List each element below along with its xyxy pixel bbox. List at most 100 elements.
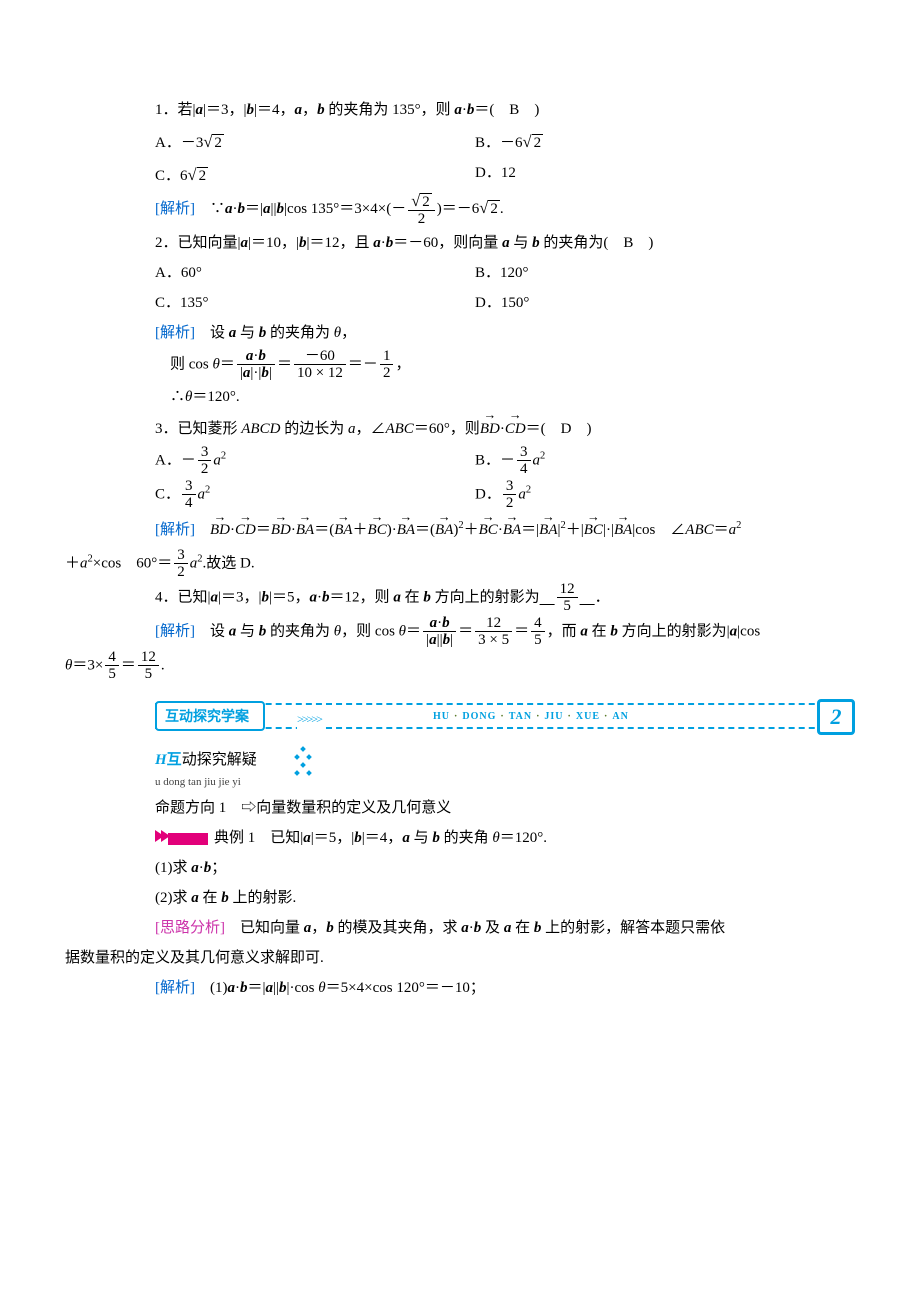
text: ＝: [220, 356, 235, 372]
text: 12: [138, 649, 159, 667]
text: 的夹角: [440, 830, 493, 846]
q2-opt-d: D．150°: [475, 288, 855, 318]
text: 方向上的射影为: [431, 589, 540, 605]
q2-sol-line2: 则 cos θ＝a·b|a|·|b|＝－6010 × 12＝－12，: [65, 348, 855, 382]
text: JIU: [544, 711, 563, 722]
q3-sol-line1: [解析] BD·CD＝BD·BA＝(BA＋BC)·BA＝(BA)2＋BC·BA＝…: [65, 512, 855, 547]
text: 2: [221, 450, 226, 461]
text: 与: [236, 325, 259, 341]
text: ＝: [714, 522, 729, 538]
text: ＝|: [248, 980, 266, 996]
text: 与: [510, 235, 533, 251]
text: 向量数量积的定义及几何意义: [256, 800, 451, 816]
text: |cos 135°＝3×4×(－: [284, 201, 406, 217]
q2-options-row1: A．60° B．120°: [65, 258, 855, 288]
text: B．－: [475, 452, 515, 468]
text: ＝－: [348, 356, 378, 372]
text: 在: [511, 920, 534, 936]
text: 的模及其夹角，求: [334, 920, 462, 936]
solution-label: [解析]: [155, 980, 195, 996]
text: 3: [503, 478, 517, 496]
dots-icon: [295, 747, 313, 777]
text: 3: [182, 478, 196, 496]
ex1-analysis-line2: 据数量积的定义及其几何意义求解即可.: [65, 943, 855, 973]
text: ＝(: [415, 522, 435, 538]
text: 命题方向 1: [155, 800, 226, 816]
text: ，: [341, 325, 356, 341]
text: 5: [138, 666, 159, 683]
q3-opt-a: A．－32a2: [65, 444, 475, 478]
text: 设: [195, 325, 229, 341]
text: 3: [198, 444, 212, 462]
q1-opt-a: A．－3√2: [65, 125, 475, 158]
text: ．: [595, 589, 610, 605]
text: )＝－6: [437, 201, 480, 217]
text: A．－: [155, 452, 196, 468]
text: 2: [408, 211, 435, 228]
text: 的夹角为: [266, 325, 334, 341]
text: 在: [199, 890, 222, 906]
text: a: [213, 452, 221, 468]
text: 4: [517, 461, 531, 478]
text: C．: [155, 486, 180, 502]
text: B．－6: [475, 135, 523, 151]
text: ＝(: [314, 522, 334, 538]
text: .故选 D.: [202, 555, 254, 571]
text: 4: [182, 495, 196, 512]
answer: 的夹角为( B ): [540, 235, 654, 251]
text: 2: [488, 200, 500, 218]
text: 10 × 12: [294, 365, 346, 382]
example-label: 典例 1: [214, 830, 255, 846]
text: |cos ∠: [632, 522, 685, 538]
text: 4: [105, 649, 119, 667]
text: H: [155, 752, 167, 768]
answer: ＝( B ): [474, 102, 539, 118]
text: ＝: [121, 657, 136, 673]
q1-solution: [解析] ∵a·b＝|a||b|cos 135°＝3×4×(－√22)＝－6√2…: [65, 191, 855, 228]
text: 4．已知|: [155, 589, 211, 605]
text: 的夹角为: [266, 623, 334, 639]
solution-label: [解析]: [155, 325, 195, 341]
text: 12: [557, 581, 578, 599]
text: 互: [167, 752, 182, 768]
ex1-part2: (2)求 a 在 b 上的射影.: [65, 883, 855, 913]
arrow-icon: ⇨: [241, 800, 256, 816]
q4-sol-line2: θ＝3×45＝125.: [65, 649, 855, 683]
text: ＝3×: [72, 657, 103, 673]
text: 1．若|: [155, 102, 196, 118]
q3-opt-b: B．－34a2: [475, 444, 855, 478]
pinyin: u dong tan jiu jie yi: [155, 771, 855, 793]
text: 已知|: [255, 830, 303, 846]
text: 在: [401, 589, 424, 605]
solution-label: [解析]: [155, 201, 195, 217]
q4-sol-line1: [解析] 设 a 与 b 的夹角为 θ，则 cos θ＝a·b|a||b|＝12…: [65, 615, 855, 649]
text: 3．已知菱形: [155, 421, 241, 437]
q2-opt-c: C．135°: [65, 288, 475, 318]
solution-label: [解析]: [155, 522, 195, 538]
text: (2)求: [155, 890, 191, 906]
text: |＝5，: [269, 589, 310, 605]
text: 及: [481, 920, 504, 936]
text: ＝: [256, 522, 271, 538]
text: ＝: [406, 623, 421, 639]
q1-opt-b: B．－6√2: [475, 125, 855, 158]
answer-blank: 125: [540, 589, 595, 605]
text: C．6: [155, 168, 188, 184]
text: [195, 522, 210, 538]
subsection-heading: H互动探究解疑 u dong tan jiu jie yi: [65, 745, 855, 793]
q2-sol-line3: ∴θ＝120°.: [65, 382, 855, 412]
text: 2: [212, 134, 224, 152]
text: 5: [105, 666, 119, 683]
text: 2: [197, 167, 209, 185]
q2-stem: 2．已知向量|a|＝10，|b|＝12，且 a·b＝－60，则向量 a 与 b …: [65, 228, 855, 258]
text: |＝12，且: [307, 235, 374, 251]
arrow-icon: [155, 823, 208, 853]
q2-opt-b: B．120°: [475, 258, 855, 288]
text: |＝3，|: [218, 589, 262, 605]
q1-opt-d: D．12: [475, 158, 855, 191]
banner-arrows: >>>>>: [297, 707, 325, 731]
solution-label: [解析]: [155, 623, 195, 639]
text: |＝5，|: [311, 830, 355, 846]
text: ＋: [65, 555, 80, 571]
text: ＋: [353, 522, 368, 538]
